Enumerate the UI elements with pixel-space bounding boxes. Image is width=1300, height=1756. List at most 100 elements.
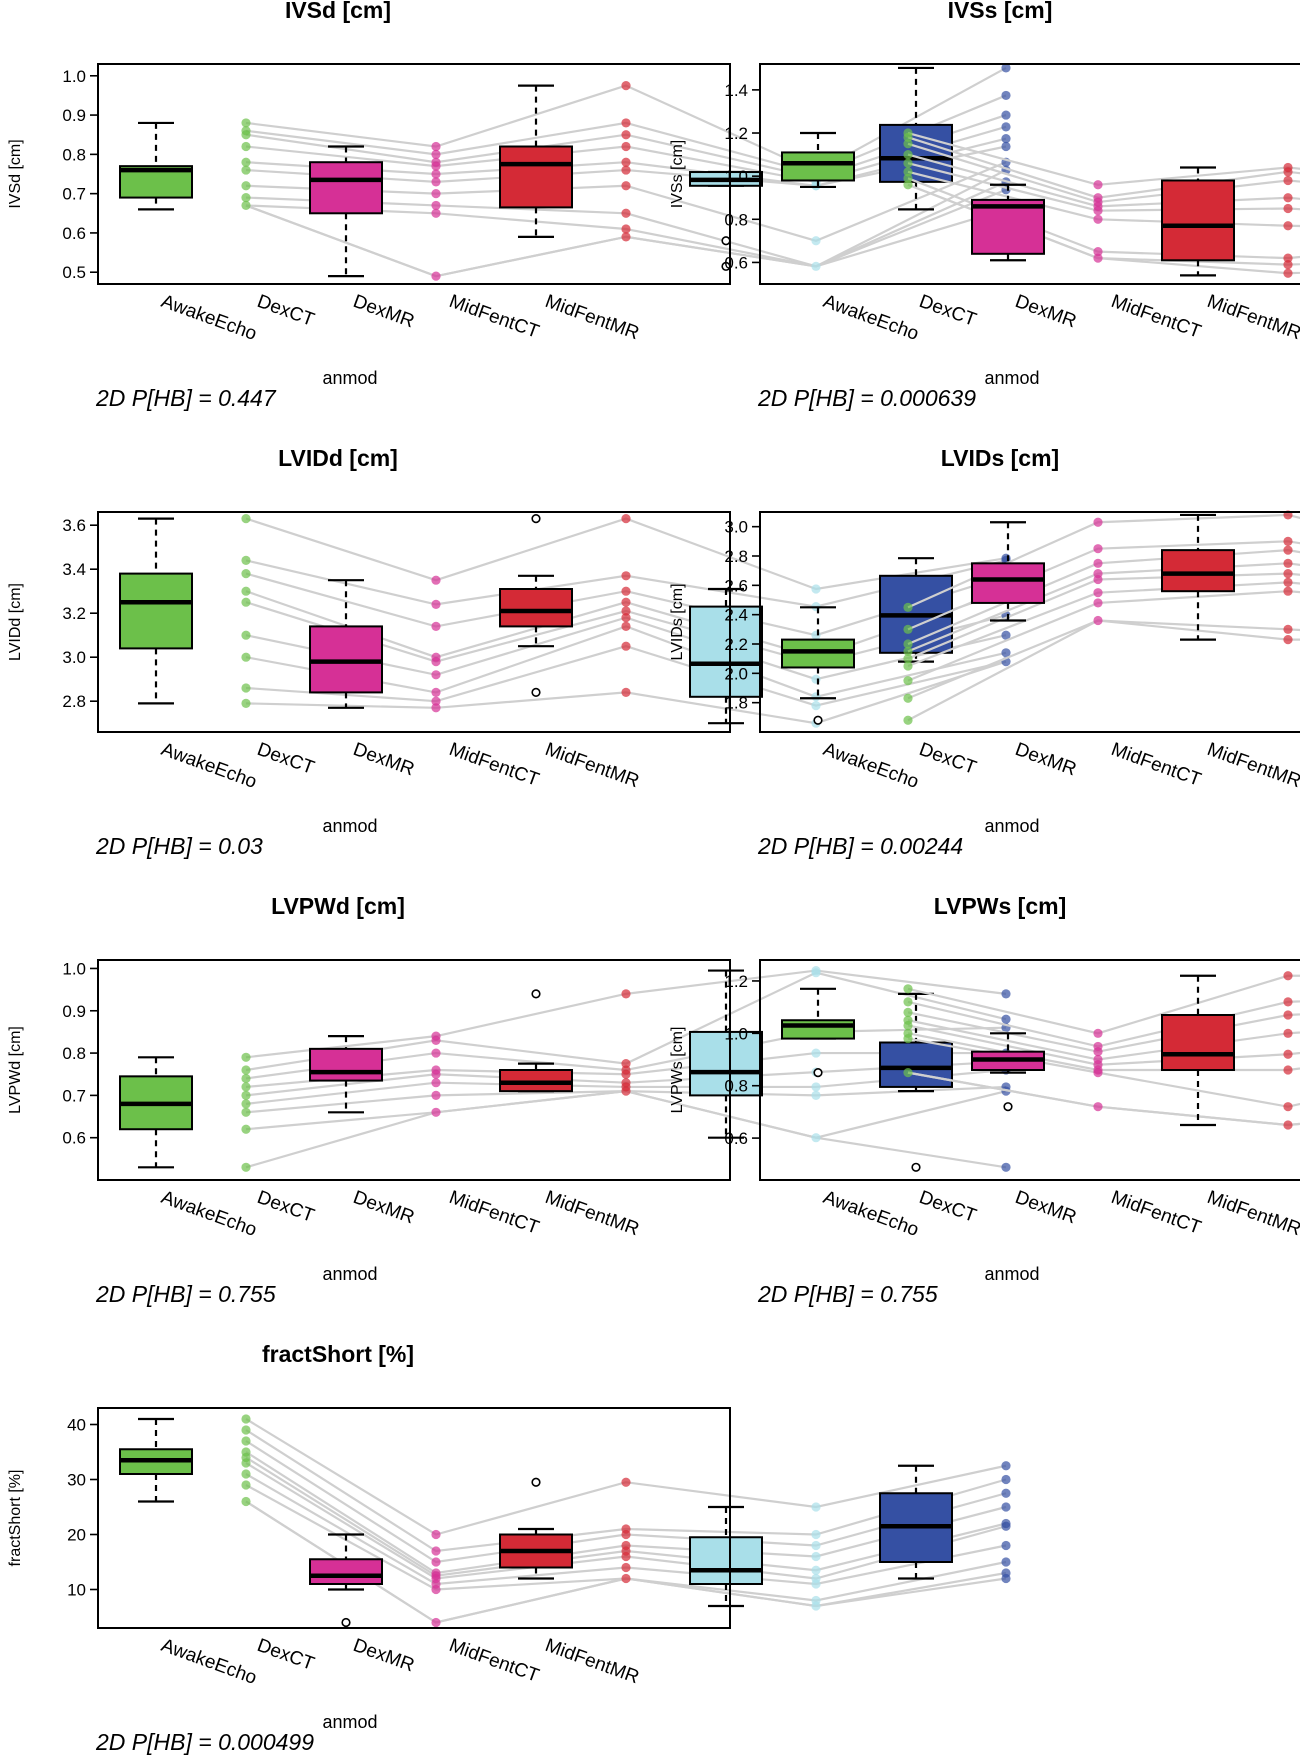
data-point bbox=[621, 1477, 631, 1487]
category-label: DexMR bbox=[350, 291, 417, 332]
data-point bbox=[1283, 569, 1293, 579]
data-point bbox=[1001, 1461, 1011, 1471]
plot-frame bbox=[759, 959, 1300, 1181]
data-point bbox=[431, 200, 441, 211]
connector-line bbox=[907, 136, 1300, 199]
data-point bbox=[241, 181, 251, 191]
outlier-point bbox=[341, 1617, 351, 1628]
y-tick-label: 0.6 bbox=[724, 1129, 748, 1148]
data-point bbox=[241, 1162, 251, 1172]
y-axis-label: fractShort [%] bbox=[7, 1470, 24, 1567]
y-tick-label: 3.0 bbox=[724, 518, 748, 537]
box-MidFentMR bbox=[879, 1041, 953, 1088]
y-tick-label: 0.8 bbox=[724, 1077, 748, 1096]
y-tick-label: 40 bbox=[67, 1416, 86, 1435]
category-label: AwakeEcho bbox=[158, 1635, 259, 1689]
data-point bbox=[241, 1124, 251, 1134]
category-label: MidFentMR bbox=[1204, 739, 1300, 792]
data-point bbox=[431, 1078, 441, 1088]
data-point bbox=[1001, 134, 1011, 144]
data-point bbox=[431, 271, 441, 281]
box-MidFentCT bbox=[689, 605, 763, 698]
data-point bbox=[241, 555, 251, 566]
plot-frame bbox=[759, 63, 1300, 285]
data-point bbox=[1093, 206, 1103, 216]
data-point bbox=[1093, 1028, 1103, 1038]
panel-1: IVSs [cm] 0.6 0.8 1.0 1.2 1.4 IVSs [cm] AwakeEc… bbox=[669, 0, 1300, 411]
data-point bbox=[811, 630, 821, 640]
p-value-annotation: 2D P[HB] = 0.03 bbox=[95, 833, 263, 859]
data-point bbox=[431, 141, 441, 152]
box-DexMR bbox=[499, 145, 573, 209]
data-point bbox=[431, 1557, 441, 1567]
category-label: AwakeEcho bbox=[820, 291, 921, 345]
data-point bbox=[1283, 577, 1293, 588]
data-point bbox=[621, 81, 631, 91]
data-point bbox=[811, 261, 821, 271]
panel-title: IVSs [cm] bbox=[948, 0, 1053, 23]
category-label: AwakeEcho bbox=[820, 1187, 921, 1241]
data-point bbox=[1001, 1014, 1011, 1024]
data-point bbox=[1001, 1557, 1011, 1567]
data-point bbox=[1283, 558, 1293, 568]
category-label: AwakeEcho bbox=[158, 739, 259, 793]
panel-title: LVIDd [cm] bbox=[278, 445, 398, 471]
box-MidFentCT bbox=[689, 1536, 763, 1585]
data-point bbox=[1001, 630, 1011, 640]
category-label: MidFentMR bbox=[1204, 291, 1300, 344]
connector-line bbox=[907, 562, 1300, 653]
data-point bbox=[431, 696, 441, 706]
data-point bbox=[1001, 90, 1011, 101]
data-point bbox=[1283, 167, 1293, 177]
data-point bbox=[1093, 180, 1103, 190]
y-tick-label: 2.8 bbox=[724, 547, 748, 566]
data-point bbox=[431, 621, 441, 632]
category-label: DexCT bbox=[254, 739, 317, 779]
connector-line bbox=[907, 572, 1300, 660]
data-point bbox=[621, 597, 631, 607]
data-point bbox=[1283, 268, 1293, 278]
x-axis-label: anmod bbox=[984, 816, 1039, 836]
outlier-point bbox=[813, 715, 823, 725]
data-point bbox=[1283, 259, 1293, 270]
data-point bbox=[621, 1573, 631, 1584]
data-point bbox=[621, 586, 631, 596]
category-label: AwakeEcho bbox=[158, 1187, 259, 1241]
category-label: MidFentCT bbox=[1108, 739, 1204, 791]
y-tick-label: 3.4 bbox=[62, 560, 86, 579]
data-point bbox=[431, 169, 441, 179]
category-label: MidFentCT bbox=[1108, 291, 1204, 343]
data-point bbox=[1093, 253, 1103, 263]
p-value-annotation: 2D P[HB] = 0.000499 bbox=[95, 1729, 314, 1755]
data-point bbox=[903, 676, 913, 686]
y-tick-label: 20 bbox=[67, 1526, 86, 1545]
data-point bbox=[811, 1133, 821, 1143]
data-point bbox=[903, 984, 913, 994]
category-label: MidFentCT bbox=[1108, 1187, 1204, 1239]
data-point bbox=[1093, 558, 1103, 568]
data-point bbox=[241, 1099, 251, 1109]
data-point bbox=[431, 1035, 441, 1045]
box-DexCT bbox=[971, 562, 1045, 604]
data-point bbox=[1283, 536, 1293, 546]
category-label: MidFentCT bbox=[446, 291, 542, 343]
x-axis-label: anmod bbox=[322, 1264, 377, 1284]
data-point bbox=[1001, 1521, 1011, 1531]
data-point bbox=[241, 569, 251, 579]
y-tick-label: 2.8 bbox=[62, 692, 86, 711]
data-point bbox=[241, 698, 251, 709]
data-point bbox=[811, 674, 821, 684]
data-point bbox=[431, 599, 441, 610]
data-point bbox=[241, 1436, 251, 1446]
y-tick-label: 1.0 bbox=[62, 959, 86, 978]
data-point bbox=[1283, 624, 1293, 634]
data-point bbox=[903, 654, 913, 664]
y-tick-label: 1.4 bbox=[724, 81, 748, 100]
box-AwakeEcho bbox=[781, 1019, 855, 1040]
y-tick-label: 0.8 bbox=[62, 145, 86, 164]
category-label: MidFentMR bbox=[542, 1635, 641, 1688]
data-point bbox=[621, 141, 631, 152]
data-point bbox=[1001, 110, 1011, 120]
y-tick-label: 1.0 bbox=[724, 167, 748, 186]
data-point bbox=[431, 1584, 441, 1595]
